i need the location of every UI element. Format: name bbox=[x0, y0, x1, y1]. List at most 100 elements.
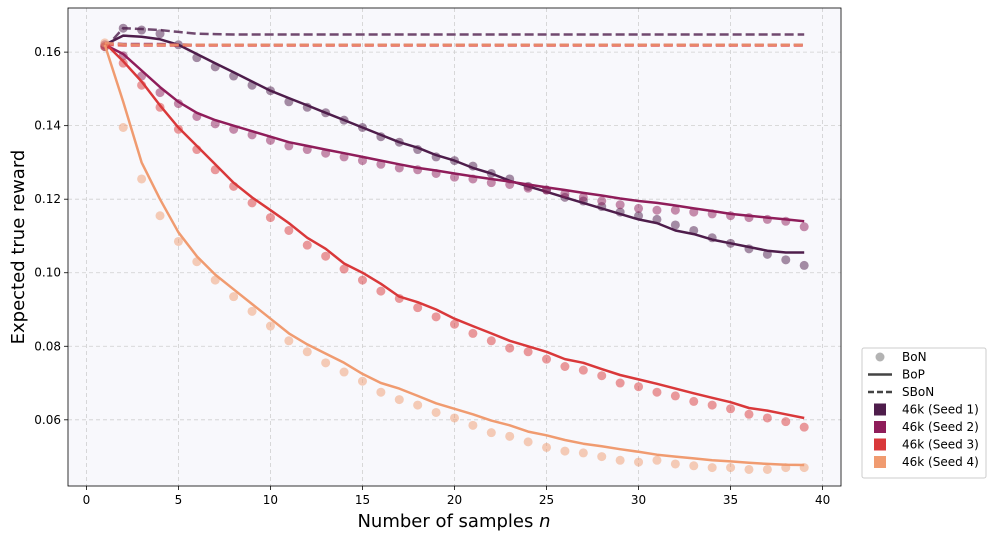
bon-point bbox=[376, 286, 386, 296]
bon-point bbox=[247, 306, 257, 316]
bon-point bbox=[781, 417, 791, 427]
bon-point bbox=[247, 198, 257, 208]
bon-point bbox=[431, 312, 441, 322]
bop-line bbox=[103, 42, 805, 420]
legend-swatch-icon bbox=[874, 421, 886, 433]
bon-point bbox=[781, 255, 791, 265]
bon-point bbox=[578, 448, 588, 458]
bon-point bbox=[394, 395, 404, 405]
legend-marker-icon bbox=[875, 352, 885, 362]
bon-point bbox=[450, 319, 459, 329]
bon-point bbox=[670, 391, 680, 401]
legend-frame bbox=[861, 347, 987, 479]
bon-point bbox=[615, 200, 625, 210]
bon-point bbox=[615, 378, 625, 388]
bon-point bbox=[542, 354, 552, 364]
legend-entry: 46k (Seed 3) bbox=[874, 438, 979, 452]
bon-point bbox=[357, 376, 367, 386]
x-tick-label: 15 bbox=[355, 493, 370, 507]
y-tick-label: 0.10 bbox=[34, 266, 61, 280]
series-group bbox=[100, 38, 809, 474]
bon-point bbox=[321, 251, 331, 261]
bon-point bbox=[578, 192, 588, 202]
bon-point bbox=[523, 437, 533, 447]
bon-point bbox=[505, 343, 515, 353]
bon-point bbox=[578, 365, 588, 375]
bon-point bbox=[762, 464, 772, 474]
bon-point bbox=[726, 463, 736, 473]
bon-point bbox=[450, 413, 459, 423]
legend-label: 46k (Seed 1) bbox=[902, 403, 979, 417]
bon-point bbox=[376, 387, 386, 397]
bon-point bbox=[689, 396, 699, 406]
bon-point bbox=[302, 347, 312, 357]
x-tick-label: 20 bbox=[447, 493, 462, 507]
bon-point bbox=[431, 407, 441, 417]
bon-point bbox=[284, 225, 294, 235]
bon-point bbox=[339, 264, 349, 274]
bon-point bbox=[726, 404, 736, 414]
bon-point bbox=[652, 387, 662, 397]
series-group bbox=[100, 23, 809, 270]
x-tick-label: 30 bbox=[631, 493, 646, 507]
bon-point bbox=[634, 203, 644, 213]
bon-point bbox=[744, 464, 754, 474]
legend-swatch-icon bbox=[874, 403, 886, 416]
bon-point bbox=[486, 428, 496, 438]
x-tick-label: 5 bbox=[175, 493, 183, 507]
legend-label: SBoN bbox=[902, 385, 934, 399]
bon-point bbox=[652, 205, 662, 215]
legend-swatch-icon bbox=[874, 456, 886, 468]
bon-point bbox=[357, 275, 367, 285]
bon-point bbox=[615, 455, 625, 465]
bon-point bbox=[486, 336, 496, 346]
bon-point bbox=[173, 236, 183, 246]
series-group bbox=[100, 40, 809, 232]
y-tick-label: 0.08 bbox=[34, 339, 61, 353]
bon-point bbox=[597, 371, 607, 381]
legend-entry: BoP bbox=[868, 368, 925, 382]
bon-point bbox=[468, 328, 478, 338]
x-axis-title: Number of samples n bbox=[357, 511, 550, 532]
bon-point bbox=[523, 347, 533, 357]
bon-point bbox=[560, 446, 570, 456]
bon-point bbox=[762, 413, 772, 423]
bon-point bbox=[634, 457, 644, 467]
axis-ticks: 0 5 10 15 20 25 30 35 40 0.06 0.08 0.10 0.12 0.14 0.16 bbox=[34, 45, 830, 507]
bon-point bbox=[542, 442, 552, 452]
bon-point bbox=[118, 123, 128, 132]
y-tick-label: 0.12 bbox=[34, 192, 61, 206]
bon-point bbox=[505, 431, 515, 441]
y-axis-title: Expected true reward bbox=[8, 150, 29, 345]
bon-point bbox=[468, 420, 478, 430]
bon-point bbox=[284, 336, 294, 346]
bon-point bbox=[265, 321, 275, 331]
series-layer bbox=[100, 23, 809, 474]
bop-line bbox=[103, 44, 805, 467]
x-tick-label: 40 bbox=[815, 493, 830, 507]
bon-point bbox=[670, 220, 680, 230]
legend: BoN BoP SBoN 46k (Seed 1) 46k (Seed 2) 46k (S… bbox=[861, 347, 987, 479]
legend-entry: 46k (Seed 4) bbox=[874, 455, 979, 469]
bon-point bbox=[652, 455, 662, 465]
x-tick-label: 0 bbox=[83, 493, 91, 507]
y-tick-label: 0.06 bbox=[34, 413, 61, 427]
legend-entry: 46k (Seed 1) bbox=[874, 403, 979, 417]
y-tick-label: 0.14 bbox=[34, 119, 61, 133]
bon-point bbox=[689, 461, 699, 471]
bon-point bbox=[799, 222, 809, 232]
bon-point bbox=[597, 452, 607, 462]
bon-point bbox=[302, 240, 312, 250]
bop-line bbox=[104, 34, 805, 254]
bon-point bbox=[339, 367, 349, 377]
legend-label: 46k (Seed 2) bbox=[902, 420, 979, 434]
bon-point bbox=[229, 292, 239, 302]
bon-point bbox=[799, 260, 809, 270]
x-tick-label: 25 bbox=[539, 493, 554, 507]
bon-point bbox=[413, 303, 423, 313]
legend-label: BoN bbox=[902, 350, 927, 364]
bon-point bbox=[413, 400, 423, 410]
bon-point bbox=[155, 211, 165, 221]
legend-label: BoP bbox=[902, 368, 925, 382]
x-tick-label: 35 bbox=[723, 493, 738, 507]
